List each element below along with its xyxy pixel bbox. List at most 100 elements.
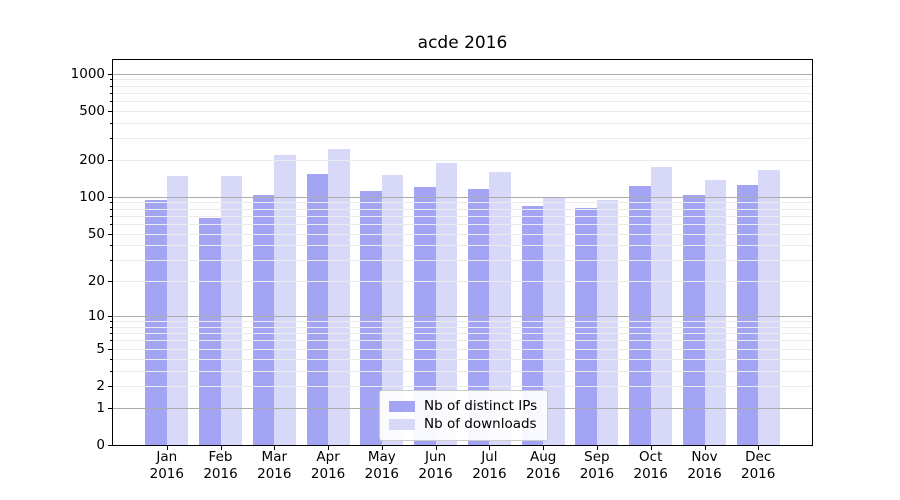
gridline-minor-50 [113,233,812,235]
gridline-minor-2 [113,385,812,387]
y-minor-tick-mark-90 [110,202,113,204]
y-minor-tick-mark-40 [110,245,113,247]
gridline-minor-30 [113,260,812,262]
y-tick-label-10: 10 [87,308,105,325]
gridline-minor-300 [113,138,812,140]
y-minor-tick-mark-900 [110,79,113,81]
x-tick-mark-dec-2016 [758,445,760,450]
x-tick-label-feb-2016: Feb 2016 [203,449,238,482]
y-tick-mark-2 [108,385,113,387]
gridline-minor-7 [113,333,812,335]
y-tick-mark-10 [108,316,113,318]
y-minor-tick-mark-3 [110,370,113,372]
y-tick-mark-5 [108,348,113,350]
legend-label-downloads: Nb of downloads [424,416,537,432]
gridline-minor-3 [113,370,812,372]
x-tick-label-jan-2016: Jan 2016 [149,449,184,482]
gridline-major-100 [113,196,812,198]
x-tick-label-jun-2016: Jun 2016 [418,449,453,482]
gridline-minor-200 [113,159,812,161]
bar-nb-of-downloads-dec-2016 [758,169,780,445]
y-minor-tick-mark-700 [110,92,113,94]
x-tick-label-aug-2016: Aug 2016 [526,449,561,482]
y-tick-mark-1 [108,407,113,409]
gridline-minor-600 [113,100,812,102]
x-tick-label-dec-2016: Dec 2016 [741,449,776,482]
bar-nb-of-downloads-jan-2016 [166,175,189,445]
legend-item-distinct-ips: Nb of distinct IPs [389,398,537,414]
x-tick-mark-may-2016 [381,445,383,450]
y-tick-mark-100 [108,196,113,198]
gridline-major-1000 [113,73,812,75]
plot-area: Nb of distinct IPs Nb of downloads [112,59,813,446]
y-minor-tick-mark-30 [110,260,113,262]
gridline-minor-4 [113,358,812,360]
x-tick-label-sep-2016: Sep 2016 [579,449,615,482]
gridline-minor-9 [113,321,812,323]
y-tick-mark-50 [108,233,113,235]
gridline-minor-20 [113,281,812,283]
y-tick-label-200: 200 [79,151,105,168]
y-tick-label-5: 5 [96,340,105,357]
bar-nb-of-downloads-oct-2016 [650,167,673,445]
bar-nb-of-downloads-jun-2016 [435,162,458,445]
y-minor-tick-mark-60 [110,223,113,225]
y-minor-tick-mark-7 [110,333,113,335]
y-minor-tick-mark-70 [110,215,113,217]
y-tick-label-20: 20 [87,273,105,290]
bar-nb-of-downloads-may-2016 [381,174,404,445]
y-minor-tick-mark-300 [110,138,113,140]
bar-nb-of-downloads-apr-2016 [328,148,350,445]
legend-item-downloads: Nb of downloads [389,416,537,432]
y-tick-mark-500 [108,110,113,112]
y-minor-tick-mark-800 [110,85,113,87]
bar-nb-of-downloads-jul-2016 [489,172,511,445]
y-minor-tick-mark-400 [110,122,113,124]
chart-title: acde 2016 [417,33,508,53]
y-minor-tick-mark-80 [110,208,113,210]
bar-nb-of-distinct-ips-oct-2016 [629,186,651,445]
bar-nb-of-downloads-nov-2016 [704,179,726,445]
y-tick-label-50: 50 [87,225,105,242]
y-minor-tick-mark-9 [110,321,113,323]
bar-nb-of-downloads-sep-2016 [596,200,619,445]
x-tick-mark-oct-2016 [650,445,652,450]
gridline-minor-70 [113,215,812,217]
y-minor-tick-mark-8 [110,326,113,328]
y-tick-label-2: 2 [96,377,105,394]
y-tick-label-0: 0 [96,437,105,453]
y-tick-mark-0 [108,445,113,446]
x-tick-label-oct-2016: Oct 2016 [633,449,668,482]
y-tick-mark-200 [108,159,113,161]
x-tick-mark-nov-2016 [704,445,706,450]
x-tick-mark-jun-2016 [435,445,437,450]
x-tick-label-nov-2016: Nov 2016 [687,449,722,482]
x-tick-mark-mar-2016 [274,445,276,450]
bar-nb-of-distinct-ips-jul-2016 [467,189,490,445]
y-tick-mark-20 [108,281,113,283]
y-minor-tick-mark-600 [110,100,113,102]
gridline-minor-80 [113,208,812,210]
gridline-minor-6 [113,340,812,342]
bar-nb-of-downloads-mar-2016 [274,155,296,445]
x-tick-mark-aug-2016 [543,445,545,450]
y-minor-tick-mark-6 [110,340,113,342]
x-tick-label-may-2016: May 2016 [364,449,399,482]
x-tick-mark-apr-2016 [328,445,330,450]
x-tick-mark-jul-2016 [489,445,491,450]
gridline-minor-800 [113,85,812,87]
legend-swatch-downloads [389,418,415,430]
x-tick-label-jul-2016: Jul 2016 [472,449,507,482]
bar-nb-of-downloads-aug-2016 [543,196,565,445]
bar-nb-of-distinct-ips-dec-2016 [736,184,759,445]
legend-label-distinct-ips: Nb of distinct IPs [424,398,538,414]
bar-nb-of-distinct-ips-may-2016 [360,190,382,445]
x-tick-mark-jan-2016 [166,445,168,450]
gridline-minor-400 [113,122,812,124]
bar-nb-of-downloads-feb-2016 [220,176,242,445]
gridline-major-10 [113,316,812,318]
x-tick-mark-sep-2016 [596,445,598,450]
bar-nb-of-distinct-ips-mar-2016 [252,194,275,445]
bar-nb-of-distinct-ips-jun-2016 [414,187,436,445]
